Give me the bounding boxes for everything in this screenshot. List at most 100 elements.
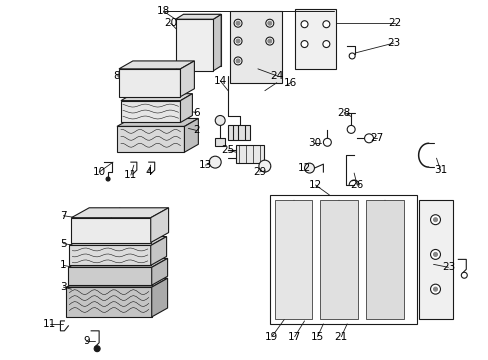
Text: 21: 21 bbox=[334, 332, 347, 342]
Circle shape bbox=[258, 160, 270, 172]
Text: 11: 11 bbox=[43, 319, 56, 329]
Text: 4: 4 bbox=[145, 167, 152, 177]
Circle shape bbox=[301, 21, 307, 28]
Polygon shape bbox=[274, 200, 312, 319]
Polygon shape bbox=[215, 138, 224, 146]
Circle shape bbox=[236, 59, 240, 63]
Circle shape bbox=[301, 41, 307, 48]
Circle shape bbox=[234, 37, 242, 45]
Polygon shape bbox=[213, 14, 221, 71]
Text: 2: 2 bbox=[193, 125, 199, 135]
Text: 19: 19 bbox=[264, 332, 278, 342]
Text: 1: 1 bbox=[60, 260, 66, 270]
Polygon shape bbox=[184, 118, 198, 152]
Text: 29: 29 bbox=[253, 167, 266, 177]
Circle shape bbox=[460, 272, 467, 278]
Text: 25: 25 bbox=[221, 145, 234, 155]
Polygon shape bbox=[175, 19, 213, 71]
Polygon shape bbox=[121, 94, 192, 100]
Polygon shape bbox=[180, 61, 194, 96]
Text: 8: 8 bbox=[113, 71, 120, 81]
Text: 7: 7 bbox=[60, 211, 66, 221]
Polygon shape bbox=[366, 200, 403, 319]
Polygon shape bbox=[68, 267, 151, 285]
Circle shape bbox=[433, 287, 437, 291]
Text: 22: 22 bbox=[387, 18, 401, 28]
Polygon shape bbox=[66, 287, 151, 317]
Circle shape bbox=[215, 116, 224, 125]
Polygon shape bbox=[121, 100, 180, 122]
Polygon shape bbox=[183, 14, 221, 66]
Text: 13: 13 bbox=[198, 160, 211, 170]
Polygon shape bbox=[69, 237, 166, 246]
Text: 12: 12 bbox=[308, 180, 322, 190]
Circle shape bbox=[322, 21, 329, 28]
Text: 18: 18 bbox=[157, 6, 170, 16]
Text: 23: 23 bbox=[441, 262, 454, 272]
Circle shape bbox=[265, 19, 273, 27]
Polygon shape bbox=[269, 195, 416, 324]
Text: 10: 10 bbox=[92, 167, 105, 177]
Polygon shape bbox=[117, 118, 198, 126]
Polygon shape bbox=[294, 9, 336, 69]
Text: 14: 14 bbox=[213, 76, 226, 86]
Polygon shape bbox=[151, 278, 167, 317]
Polygon shape bbox=[150, 237, 166, 265]
Circle shape bbox=[346, 125, 354, 133]
Circle shape bbox=[429, 249, 440, 260]
Text: 23: 23 bbox=[386, 38, 400, 48]
Text: 15: 15 bbox=[310, 332, 324, 342]
Circle shape bbox=[94, 346, 100, 352]
Text: 3: 3 bbox=[60, 282, 66, 292]
Circle shape bbox=[323, 138, 331, 146]
Polygon shape bbox=[418, 200, 452, 319]
Circle shape bbox=[433, 218, 437, 222]
Polygon shape bbox=[151, 258, 167, 285]
Text: 28: 28 bbox=[337, 108, 350, 117]
Text: 26: 26 bbox=[350, 180, 363, 190]
Text: 27: 27 bbox=[369, 133, 383, 143]
Circle shape bbox=[433, 252, 437, 256]
Polygon shape bbox=[71, 218, 150, 243]
Circle shape bbox=[322, 41, 329, 48]
Circle shape bbox=[209, 156, 221, 168]
Text: 6: 6 bbox=[193, 108, 199, 117]
Polygon shape bbox=[230, 11, 281, 83]
Polygon shape bbox=[175, 14, 221, 19]
Text: 31: 31 bbox=[433, 165, 446, 175]
Circle shape bbox=[106, 177, 110, 181]
Text: 16: 16 bbox=[284, 78, 297, 88]
Circle shape bbox=[348, 53, 354, 59]
Text: 5: 5 bbox=[60, 239, 66, 248]
Polygon shape bbox=[320, 200, 357, 319]
Text: 30: 30 bbox=[307, 138, 320, 148]
Circle shape bbox=[234, 19, 242, 27]
Circle shape bbox=[429, 284, 440, 294]
Polygon shape bbox=[119, 61, 194, 69]
Text: 20: 20 bbox=[163, 18, 177, 28]
Circle shape bbox=[236, 39, 240, 43]
Polygon shape bbox=[66, 278, 167, 287]
Polygon shape bbox=[150, 208, 168, 243]
Polygon shape bbox=[117, 126, 184, 152]
Polygon shape bbox=[68, 258, 167, 267]
Text: 17: 17 bbox=[287, 332, 301, 342]
Polygon shape bbox=[228, 125, 249, 140]
Text: 11: 11 bbox=[124, 170, 137, 180]
Polygon shape bbox=[69, 246, 150, 265]
Polygon shape bbox=[119, 69, 180, 96]
Text: 12: 12 bbox=[297, 163, 310, 173]
Circle shape bbox=[267, 39, 271, 43]
Polygon shape bbox=[71, 208, 168, 218]
Circle shape bbox=[429, 215, 440, 225]
Polygon shape bbox=[236, 145, 264, 163]
Circle shape bbox=[267, 21, 271, 25]
Circle shape bbox=[265, 37, 273, 45]
Text: 24: 24 bbox=[269, 71, 283, 81]
Polygon shape bbox=[180, 94, 192, 122]
Circle shape bbox=[304, 163, 314, 173]
Circle shape bbox=[236, 21, 240, 25]
Circle shape bbox=[234, 57, 242, 65]
Text: 9: 9 bbox=[83, 336, 89, 346]
Circle shape bbox=[364, 134, 373, 143]
